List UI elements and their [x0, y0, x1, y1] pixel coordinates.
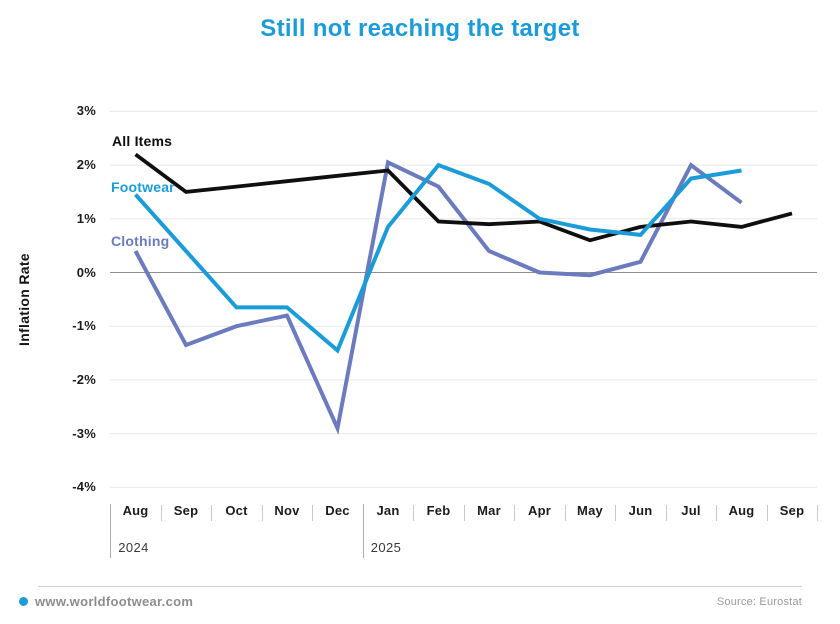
y-axis-title: Inflation Rate [16, 253, 32, 347]
y-tick-label: 2% [76, 157, 96, 173]
y-tick-label: -2% [72, 371, 96, 387]
x-tick-separator [413, 505, 415, 521]
series-line-all-items [134, 152, 793, 243]
x-tick-separator [564, 505, 566, 521]
series-label-clothing: Clothing [111, 233, 170, 249]
series-label-all-items: All Items [112, 133, 173, 149]
x-tick-label: Dec [325, 503, 350, 518]
y-tick-label: 3% [76, 103, 96, 119]
x-tick-separator [766, 505, 768, 521]
x-tick-label: Aug [122, 503, 149, 518]
x-tick-label: Oct [225, 503, 248, 518]
y-tick-label: 0% [76, 264, 96, 280]
x-tick-label: Mar [477, 503, 501, 518]
x-tick-separator [160, 505, 162, 521]
x-tick-separator [665, 505, 667, 521]
x-tick-separator [211, 505, 213, 521]
y-tick-label: 1% [76, 210, 96, 226]
footer-divider [38, 586, 802, 587]
x-tick-label: Aug [728, 503, 755, 518]
y-tick-label: -3% [72, 425, 96, 441]
year-divider [362, 504, 364, 558]
x-tick-label: Nov [274, 503, 300, 518]
brand-dot-icon [19, 597, 28, 606]
x-tick-separator [716, 505, 718, 521]
x-tick-separator [261, 505, 263, 521]
chart-title: Still not reaching the target [260, 15, 580, 42]
x-tick-label: Apr [528, 503, 551, 518]
series-label-footwear: Footwear [111, 179, 175, 195]
x-tick-label: Jul [681, 503, 701, 518]
x-tick-separator [817, 505, 819, 521]
series-line-footwear [134, 162, 742, 354]
x-tick-separator [514, 505, 516, 521]
x-tick-separator [463, 505, 465, 521]
x-tick-label: Sep [779, 503, 805, 518]
x-tick-label: Jan [376, 503, 400, 518]
year-label: 2024 [118, 540, 149, 555]
series-line-clothing [133, 159, 743, 435]
x-tick-label: May [577, 503, 603, 518]
x-tick-label: Sep [173, 503, 199, 518]
x-tick-label: Feb [426, 503, 451, 518]
source-credit: Source: Eurostat [716, 596, 802, 608]
y-tick-label: -4% [72, 479, 96, 495]
x-tick-label: Jun [628, 503, 653, 518]
year-divider [110, 504, 112, 558]
x-tick-separator [615, 505, 617, 521]
website-link[interactable]: www.worldfootwear.com [35, 594, 194, 609]
x-tick-separator [312, 505, 314, 521]
y-tick-label: -1% [72, 318, 96, 334]
year-label: 2025 [370, 540, 402, 555]
